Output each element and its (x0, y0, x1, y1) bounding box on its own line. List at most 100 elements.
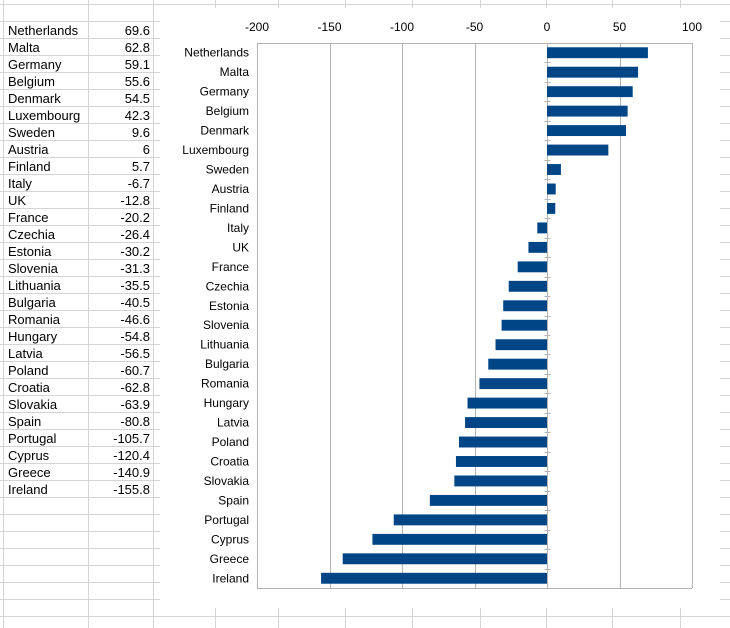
table-row[interactable]: Cyprus -120.4 (0, 447, 153, 464)
country-cell[interactable]: Croatia (8, 380, 50, 395)
country-cell[interactable]: Hungary (8, 329, 58, 344)
table-row[interactable]: Austria 6 (0, 141, 153, 158)
chart-area[interactable]: -200 -150 -100 -50 0 50 100 Netherlands Malta Ger… (160, 8, 720, 608)
value-cell[interactable]: -40.5 (120, 295, 150, 310)
country-cell[interactable]: Bulgaria (8, 295, 56, 310)
bar[interactable] (547, 202, 556, 214)
bar[interactable] (537, 222, 547, 234)
bar[interactable] (454, 475, 547, 487)
country-cell[interactable]: Portugal (8, 431, 57, 446)
value-cell[interactable]: 62.8 (124, 40, 150, 55)
table-row[interactable]: Netherlands 69.6 (0, 22, 153, 39)
bar[interactable] (488, 358, 547, 370)
bar[interactable] (503, 300, 547, 312)
table-row[interactable]: France -20.2 (0, 209, 153, 226)
value-cell[interactable]: -12.8 (120, 193, 150, 208)
value-cell[interactable]: -20.2 (120, 210, 150, 225)
table-row[interactable]: Portugal -105.7 (0, 430, 153, 447)
table-row[interactable]: Czechia -26.4 (0, 226, 153, 243)
bar[interactable] (458, 436, 547, 448)
table-row[interactable]: Slovakia -63.9 (0, 396, 153, 413)
country-cell[interactable]: Romania (8, 312, 61, 327)
value-cell[interactable]: 42.3 (124, 108, 150, 123)
country-cell[interactable]: Italy (8, 176, 32, 191)
table-row[interactable]: Malta 62.8 (0, 39, 153, 56)
bar[interactable] (547, 144, 609, 156)
table-row[interactable]: Italy -6.7 (0, 175, 153, 192)
country-cell[interactable]: Ireland (8, 482, 48, 497)
table-row[interactable]: Lithuania -35.5 (0, 277, 153, 294)
bar[interactable] (455, 456, 547, 467)
country-cell[interactable]: Spain (8, 414, 42, 429)
value-cell[interactable]: -60.7 (120, 363, 150, 378)
bar[interactable] (479, 378, 547, 390)
table-row[interactable]: Luxembourg 42.3 (0, 107, 153, 124)
table-row[interactable]: Denmark 54.5 (0, 90, 153, 107)
value-cell[interactable]: -80.8 (120, 414, 150, 429)
country-cell[interactable]: UK (8, 193, 27, 208)
country-cell[interactable]: Germany (8, 57, 62, 72)
bar[interactable] (547, 125, 627, 137)
table-row[interactable]: Bulgaria -40.5 (0, 294, 153, 311)
bar[interactable] (495, 339, 547, 351)
country-cell[interactable]: Luxembourg (8, 108, 81, 123)
table-row[interactable]: Slovenia -31.3 (0, 260, 153, 277)
value-cell[interactable]: -31.3 (120, 261, 150, 276)
value-cell[interactable]: -62.8 (120, 380, 150, 395)
table-row[interactable]: Spain -80.8 (0, 413, 153, 430)
table-row[interactable]: Finland 5.7 (0, 158, 153, 175)
bar[interactable] (501, 319, 547, 331)
country-cell[interactable]: Netherlands (8, 23, 79, 38)
country-cell[interactable]: Finland (8, 159, 51, 174)
country-cell[interactable]: Cyprus (8, 448, 50, 463)
table-row[interactable]: Ireland -155.8 (0, 481, 153, 498)
table-row[interactable]: Belgium 55.6 (0, 73, 153, 90)
bar[interactable] (372, 533, 547, 545)
bar[interactable] (547, 86, 633, 98)
value-cell[interactable]: -56.5 (120, 346, 150, 361)
value-cell[interactable]: -35.5 (120, 278, 150, 293)
bar[interactable] (321, 572, 547, 584)
table-row[interactable]: Sweden 9.6 (0, 124, 153, 141)
value-cell[interactable]: -155.8 (113, 482, 150, 497)
bar[interactable] (393, 514, 547, 526)
table-row[interactable]: Greece -140.9 (0, 464, 153, 481)
table-row[interactable]: Romania -46.6 (0, 311, 153, 328)
bar[interactable] (342, 553, 547, 565)
table-row[interactable]: Latvia -56.5 (0, 345, 153, 362)
country-cell[interactable]: Austria (8, 142, 49, 157)
value-cell[interactable]: 54.5 (124, 91, 150, 106)
value-cell[interactable]: -46.6 (120, 312, 150, 327)
value-cell[interactable]: -54.8 (120, 329, 150, 344)
bar[interactable] (429, 494, 547, 506)
bar[interactable] (467, 397, 547, 409)
value-cell[interactable]: -120.4 (113, 448, 150, 463)
country-cell[interactable]: Sweden (8, 125, 55, 140)
value-cell[interactable]: 6 (142, 142, 150, 157)
bar[interactable] (547, 164, 561, 175)
value-cell[interactable]: -26.4 (120, 227, 150, 242)
country-cell[interactable]: Malta (8, 40, 40, 55)
bar[interactable] (508, 280, 547, 292)
bar[interactable] (465, 417, 547, 429)
value-cell[interactable]: 69.6 (124, 23, 150, 38)
table-row[interactable]: Hungary -54.8 (0, 328, 153, 345)
country-cell[interactable]: Czechia (8, 227, 55, 242)
value-cell[interactable]: -105.7 (113, 431, 150, 446)
bar[interactable] (547, 47, 648, 59)
bar[interactable] (547, 66, 639, 78)
value-cell[interactable]: -140.9 (113, 465, 150, 480)
value-cell[interactable]: -63.9 (120, 397, 150, 412)
table-row[interactable]: Estonia -30.2 (0, 243, 153, 260)
value-cell[interactable]: -30.2 (120, 244, 150, 259)
country-cell[interactable]: Belgium (8, 74, 55, 89)
bar[interactable] (517, 261, 547, 273)
country-cell[interactable]: Slovenia (8, 261, 58, 276)
country-cell[interactable]: France (8, 210, 49, 225)
country-cell[interactable]: Estonia (8, 244, 52, 259)
country-cell[interactable]: Lithuania (8, 278, 61, 293)
table-row[interactable]: Germany 59.1 (0, 56, 153, 73)
table-row[interactable]: Croatia -62.8 (0, 379, 153, 396)
value-cell[interactable]: 59.1 (124, 57, 150, 72)
table-row[interactable]: Poland -60.7 (0, 362, 153, 379)
